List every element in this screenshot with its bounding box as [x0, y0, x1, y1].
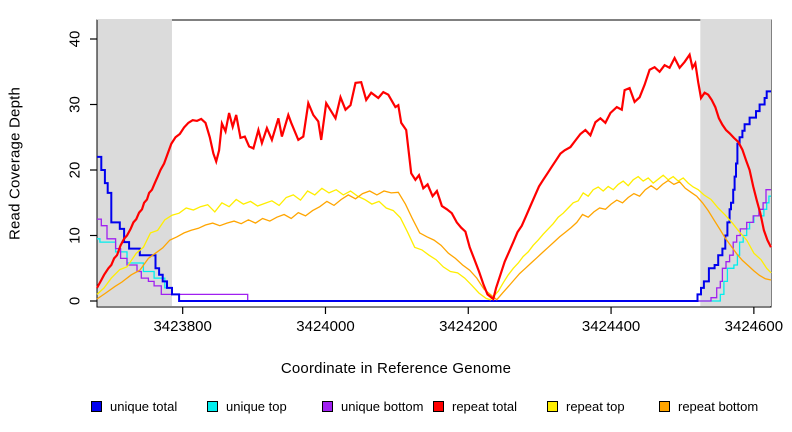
legend-item-repeat-bottom: repeat bottom [659, 398, 758, 414]
legend-item-unique-bottom: unique bottom [322, 398, 423, 414]
y-tick-label: 20 [67, 162, 84, 179]
legend-swatch-unique-total [91, 400, 102, 412]
x-tick-label: 3424200 [439, 318, 497, 335]
x-tick-label: 3424600 [725, 318, 783, 335]
series-line-repeat-top [96, 174, 772, 301]
x-tick-label: 3424400 [582, 318, 640, 335]
legend: unique total unique top unique bottom re… [0, 398, 792, 416]
y-tick-label: 40 [67, 31, 84, 48]
x-tick-label: 3423800 [153, 318, 211, 335]
series-line-unique-bottom [97, 189, 771, 302]
legend-item-unique-total: unique total [91, 398, 177, 414]
legend-swatch-repeat-top [547, 400, 558, 412]
plot-box [96, 19, 772, 308]
legend-swatch-repeat-total [433, 400, 444, 412]
series-line-unique-total [97, 90, 771, 302]
y-tick-label: 10 [67, 227, 84, 244]
legend-swatch-unique-top [207, 400, 218, 412]
legend-label: repeat total [452, 398, 518, 414]
legend-label: repeat top [566, 398, 625, 414]
legend-item-repeat-total: repeat total [433, 398, 517, 414]
legend-swatch-unique-bottom [322, 400, 333, 412]
y-axis-title: Read Coverage Depth [6, 86, 24, 241]
legend-swatch-repeat-bottom [659, 400, 670, 412]
series-line-repeat-total [96, 52, 772, 301]
x-tick-label: 3424000 [296, 318, 354, 335]
legend-item-unique-top: unique top [207, 398, 287, 414]
legend-item-repeat-top: repeat top [547, 398, 625, 414]
series-line-repeat-bottom [96, 179, 772, 301]
legend-label: unique total [110, 398, 178, 414]
highlight-band-0 [97, 19, 172, 306]
legend-label: unique top [226, 398, 287, 414]
legend-label: unique bottom [341, 398, 424, 414]
y-tick-label: 30 [67, 96, 84, 113]
y-tick-label: 0 [67, 297, 84, 305]
legend-label: repeat bottom [678, 398, 759, 414]
x-axis-title: Coordinate in Reference Genome [280, 360, 512, 377]
